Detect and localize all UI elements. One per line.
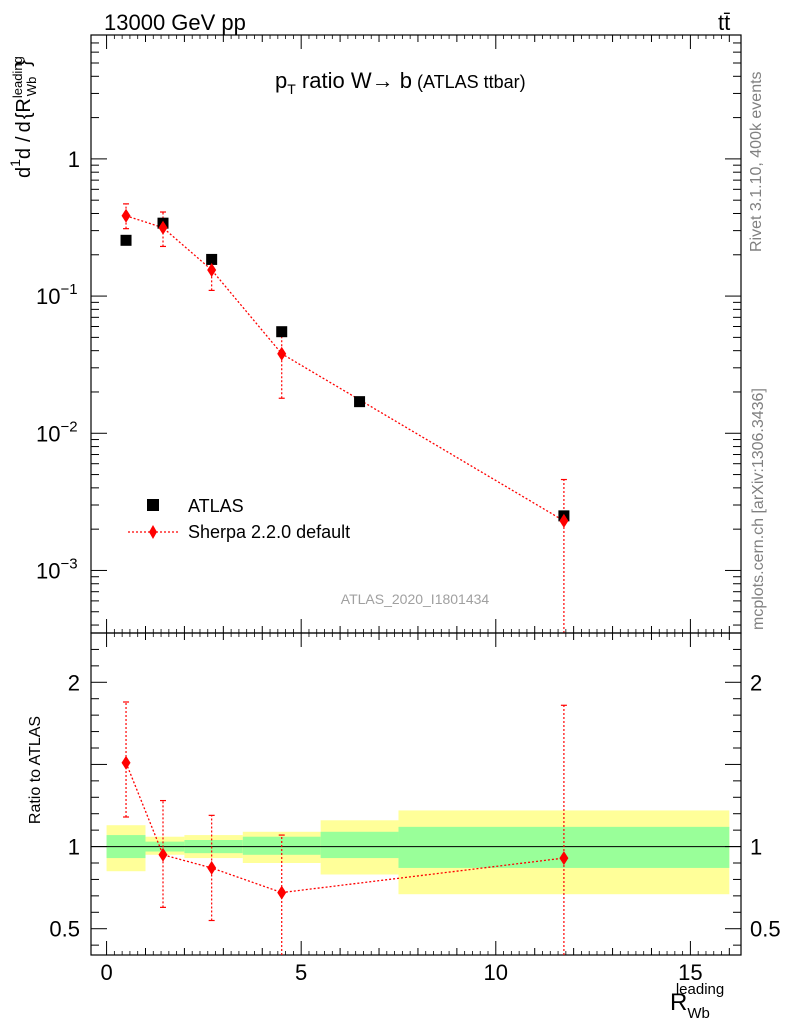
atlas-point xyxy=(276,326,288,338)
sherpa-point xyxy=(158,220,168,235)
top-panel: 1 10−1 10−2 10−3 xyxy=(36,34,742,634)
xlabel: RWb leading xyxy=(670,981,724,1022)
bottom-frame xyxy=(90,632,742,956)
plot-title-b: b xyxy=(394,68,412,93)
y-tick-label-left: 0.5 xyxy=(49,917,80,942)
atlas-point xyxy=(206,253,218,265)
plot-title-arrow: → xyxy=(372,68,394,93)
sherpa-point xyxy=(277,346,287,361)
legend-atlas-label: ATLAS xyxy=(188,496,244,516)
ratio-sherpa-point xyxy=(277,885,287,900)
sherpa-point xyxy=(207,262,217,277)
ratio-sherpa-point xyxy=(158,847,168,862)
sherpa-line xyxy=(125,215,565,522)
xlabel-main: R xyxy=(670,989,687,1016)
plot-title-rest: ratio W xyxy=(296,68,372,93)
process-label: tt̄ xyxy=(718,10,730,35)
ratio-bands xyxy=(106,810,730,895)
plot-title-p: p xyxy=(275,68,287,93)
y-tick-label: 10−3 xyxy=(36,555,78,583)
rivet-label: Rivet 3.1.10, 400k events xyxy=(748,71,765,252)
x-tick-label: 0 xyxy=(100,960,112,985)
bottom-panel: 0 5 10 15 2 2 1 1 0.5 0.5 xyxy=(49,632,781,985)
svg-text:d1d/d{RleadingWb}: d1d/d{RleadingWb} xyxy=(7,56,39,178)
x-tick-label: 10 xyxy=(484,960,508,985)
y-tick-label-right: 2 xyxy=(750,670,762,695)
plot-title: pT ratio W→ b (ATLAS ttbar) xyxy=(275,68,526,97)
atlas-point xyxy=(120,234,132,246)
y-tick-label-right: 1 xyxy=(750,835,762,860)
ratio-sherpa-point xyxy=(559,851,569,866)
xlabel-sub: Wb xyxy=(687,1005,710,1022)
bottom-ylabel: Ratio to ATLAS xyxy=(27,716,44,824)
top-frame xyxy=(90,34,742,634)
top-ylabel: d1d/d{RleadingWb} xyxy=(7,56,39,178)
ratio-sherpa-point xyxy=(121,755,131,770)
legend-sherpa-label: Sherpa 2.2.0 default xyxy=(188,522,350,542)
legend-atlas-marker xyxy=(147,499,159,511)
xlabel-sup: leading xyxy=(676,981,724,998)
legend-sherpa-marker xyxy=(149,525,157,539)
sherpa-point xyxy=(121,208,131,223)
x-tick-label: 15 xyxy=(678,960,702,985)
y-tick-label-left: 1 xyxy=(68,835,80,860)
analysis-watermark: ATLAS_2020_I1801434 xyxy=(341,591,490,607)
ratio-sherpa-point xyxy=(207,860,217,875)
plot-title-sub: T xyxy=(287,81,296,97)
plot-title-paren: (ATLAS ttbar) xyxy=(412,72,526,92)
y-tick-label: 10−1 xyxy=(36,281,78,309)
mcplots-label: mcplots.cern.ch [arXiv:1306.3436] xyxy=(750,388,767,630)
atlas-point xyxy=(354,396,366,408)
y-tick-label: 10−2 xyxy=(36,418,78,446)
energy-label: 13000 GeV pp xyxy=(104,10,246,35)
x-tick-label: 5 xyxy=(295,960,307,985)
y-tick-label-left: 2 xyxy=(68,670,80,695)
y-tick-label-right: 0.5 xyxy=(750,917,781,942)
sherpa-point xyxy=(559,513,569,528)
y-tick-label: 1 xyxy=(68,147,80,172)
legend: ATLAS Sherpa 2.2.0 default xyxy=(128,496,350,542)
band-inner-4 xyxy=(320,831,399,859)
